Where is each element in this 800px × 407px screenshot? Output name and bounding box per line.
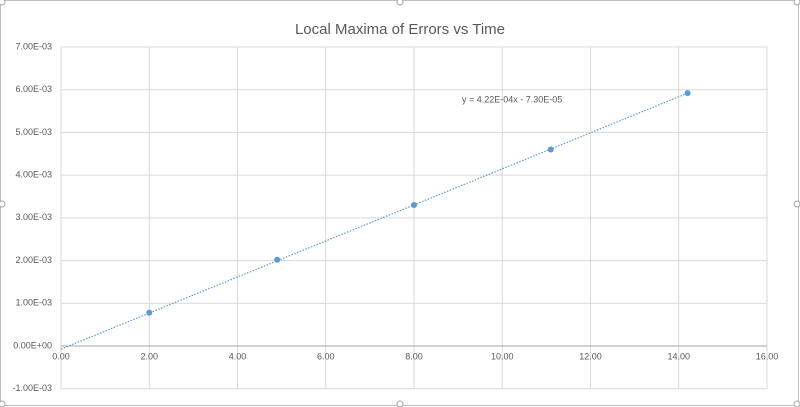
trendline [60, 92, 688, 350]
y-tick-label: 0.00E+00 [13, 340, 52, 350]
x-tick-label: 12.00 [579, 351, 602, 361]
y-tick-label: 1.00E-03 [15, 298, 52, 308]
y-tick-label: 7.00E-03 [15, 41, 52, 51]
trendline-label: y = 4.22E-04x - 7.30E-05 [462, 94, 562, 104]
x-tick-label: 2.00 [140, 351, 158, 361]
point [274, 256, 281, 263]
x-tick-label: 6.00 [317, 351, 335, 361]
x-tick-label: 10.00 [491, 351, 514, 361]
x-tick-label: 14.00 [667, 351, 690, 361]
chart-title: Local Maxima of Errors vs Time [295, 21, 505, 38]
y-tick-label: 6.00E-03 [15, 84, 52, 94]
x-tick-label: 4.00 [229, 351, 247, 361]
y-tick-label: 2.00E-03 [15, 255, 52, 265]
point [411, 202, 417, 209]
x-tick-label: 8.00 [405, 351, 423, 361]
y-tick-label: 3.00E-03 [15, 212, 52, 222]
y-tick-label: 5.00E-03 [15, 127, 52, 137]
x-tick-label: 16.00 [756, 351, 779, 361]
y-tick-label: 4.00E-03 [15, 170, 52, 180]
point [146, 309, 153, 316]
point [547, 146, 554, 153]
y-tick-label: -1.00E-03 [12, 383, 52, 393]
point [684, 90, 691, 97]
x-tick-label: 0.00 [52, 351, 70, 361]
